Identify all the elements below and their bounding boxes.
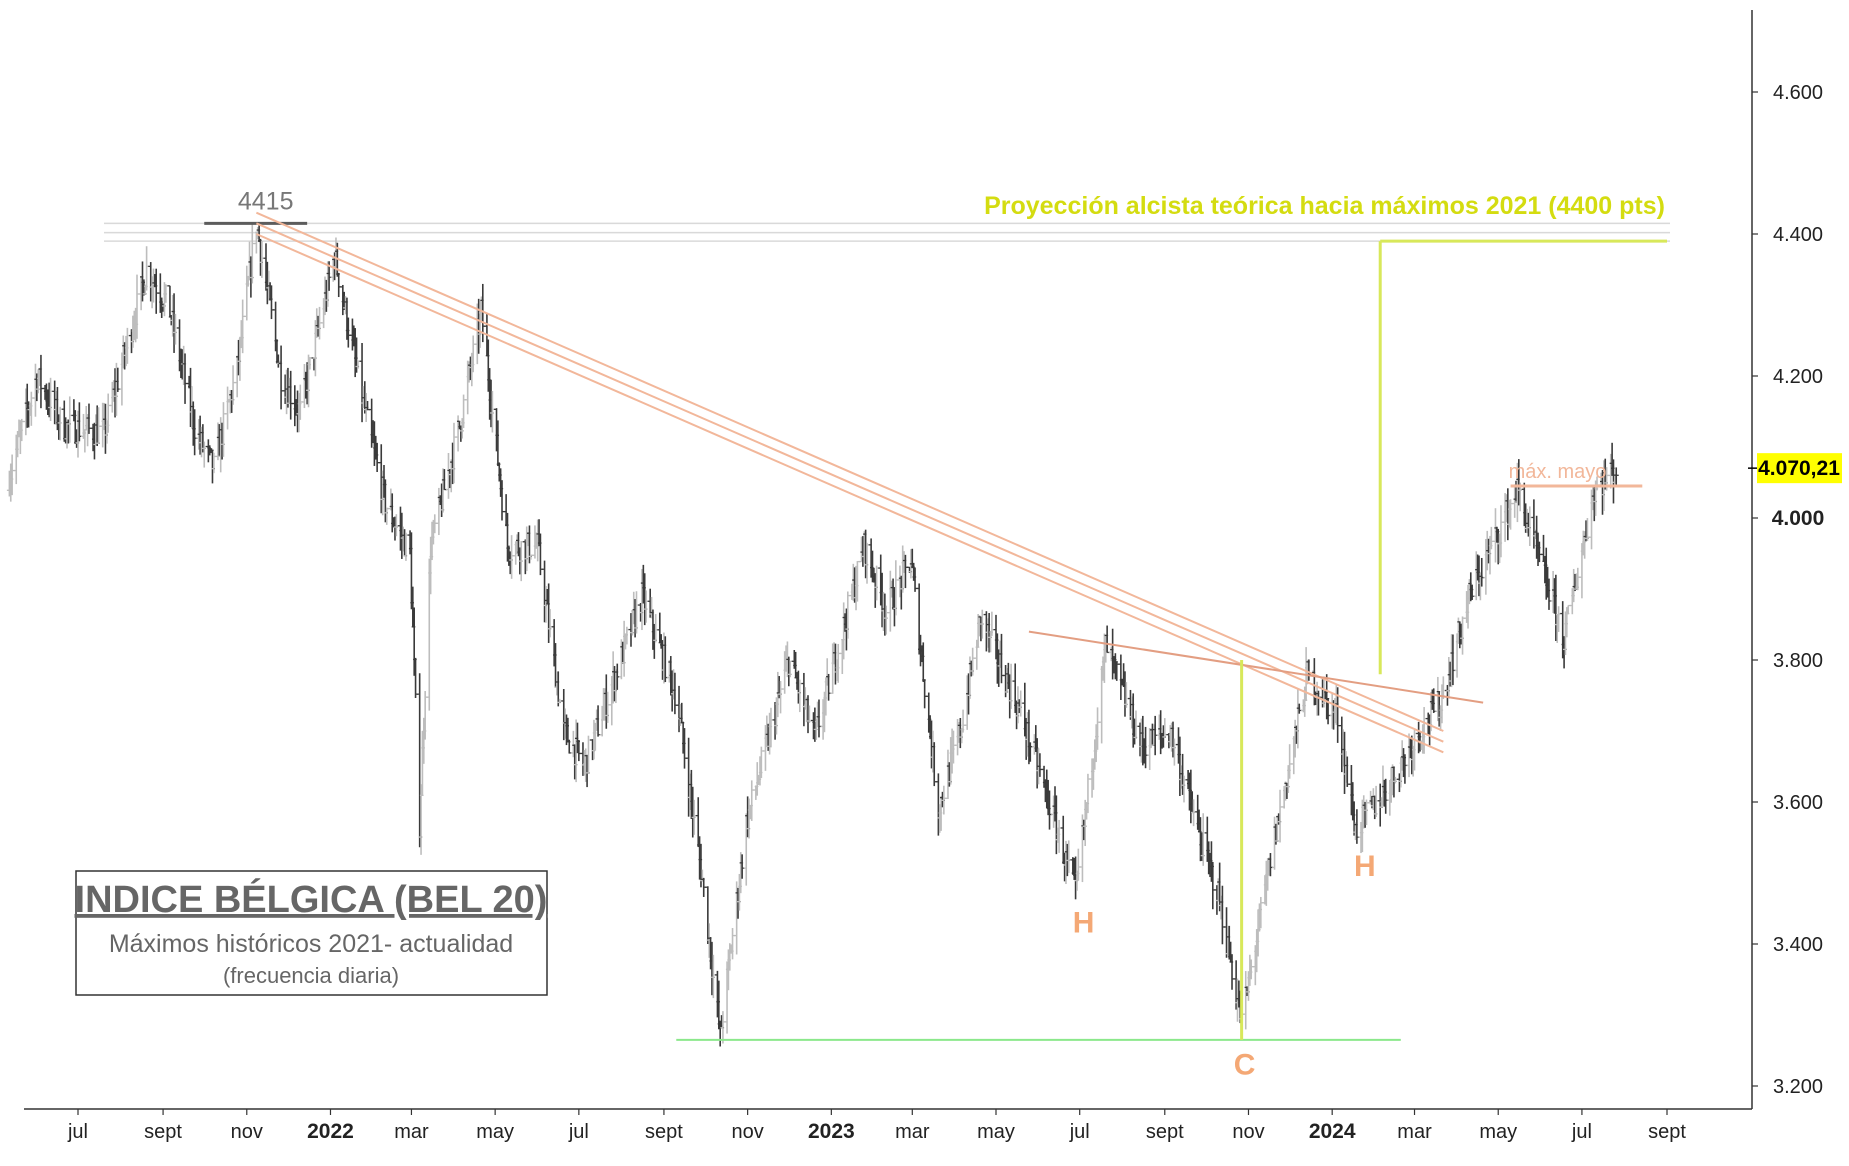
chart-subtitle: Máximos históricos 2021- actualidad — [109, 930, 513, 958]
y-tick-label-5: 4.200 — [1773, 366, 1823, 388]
title-box: INDICE BÉLGICA (BEL 20) Máximos históric… — [75, 870, 548, 996]
x-tick-label-13: sept — [1146, 1121, 1184, 1143]
x-tick-label-5: may — [476, 1121, 514, 1143]
x-tick-label-12: jul — [1069, 1121, 1090, 1143]
y-tick-label-0: 3.200 — [1773, 1076, 1823, 1098]
marker-h-right: H — [1354, 850, 1376, 883]
x-tick-label-17: may — [1479, 1121, 1517, 1143]
resistance-label-4415: 4415 — [238, 187, 294, 215]
x-tick-label-2: nov — [231, 1121, 263, 1143]
y-tick-label-4: 4.000 — [1772, 507, 1825, 530]
x-tick-label-6: jul — [568, 1121, 589, 1143]
horizontal-bands — [104, 222, 1670, 242]
y-tick-label-6: 4.400 — [1773, 224, 1823, 246]
x-tick-label-14: nov — [1232, 1121, 1264, 1143]
chart-title: INDICE BÉLGICA (BEL 20) — [75, 877, 548, 921]
y-tick-label-3: 3.800 — [1773, 650, 1823, 672]
downtrend-line-2 — [255, 233, 1444, 754]
downtrend-line-1 — [255, 222, 1444, 743]
x-tick-label-18: jul — [1571, 1121, 1592, 1143]
chart-overlays — [204, 211, 1667, 1041]
current-price-tag — [1757, 453, 1842, 484]
x-tick-label-1: sept — [144, 1121, 182, 1143]
marker-h-left: H — [1073, 907, 1095, 940]
max-mayo-label: máx. mayo — [1509, 461, 1607, 483]
y-tick-label-7: 4.600 — [1773, 82, 1823, 104]
chart-axes: 3.200 3.400 3.600 3.800 4.000 4.200 4.400 4.600… — [24, 10, 1824, 1143]
neckline — [1028, 630, 1484, 704]
projection-label: Proyección alcista teórica hacia máximos… — [984, 192, 1665, 220]
x-tick-label-19: sept — [1648, 1121, 1686, 1143]
x-tick-label-9: 2023 — [808, 1120, 855, 1143]
chart-note: (frecuencia diaria) — [223, 963, 399, 988]
x-tick-label-11: may — [977, 1121, 1015, 1143]
x-tick-label-4: mar — [394, 1121, 429, 1143]
current-price-value: 4.070,21 — [1758, 457, 1840, 480]
downtrend-line-0 — [255, 211, 1444, 732]
x-tick-label-3: 2022 — [307, 1120, 354, 1143]
price-bars — [6, 223, 1619, 1047]
x-tick-label-7: sept — [645, 1121, 683, 1143]
y-tick-label-2: 3.600 — [1773, 792, 1823, 814]
marker-c: C — [1234, 1049, 1256, 1082]
x-tick-label-10: mar — [895, 1121, 930, 1143]
x-tick-label-8: nov — [732, 1121, 764, 1143]
y-tick-label-1: 3.400 — [1773, 934, 1823, 956]
x-tick-label-16: mar — [1397, 1121, 1432, 1143]
x-tick-label-0: jul — [67, 1121, 88, 1143]
x-tick-label-15: 2024 — [1309, 1120, 1356, 1143]
